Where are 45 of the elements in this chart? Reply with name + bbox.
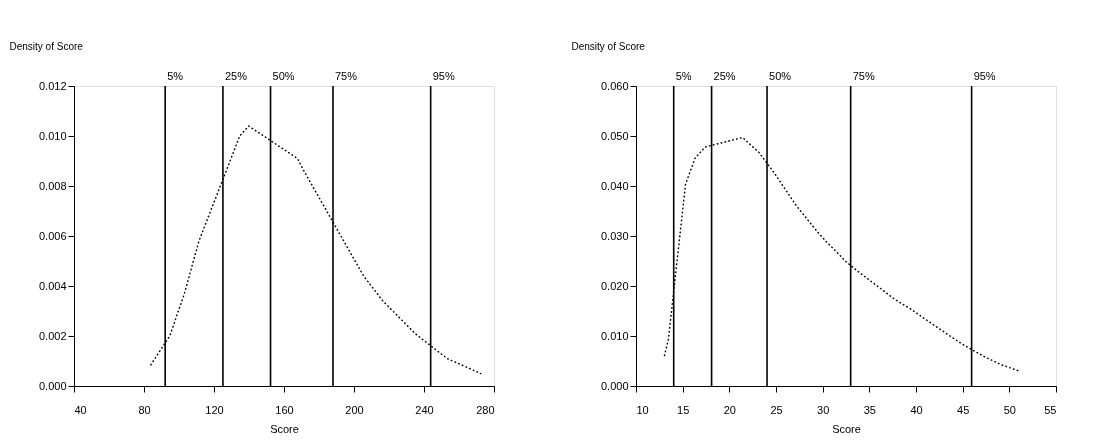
y-tick-label: 0.010 <box>600 329 629 342</box>
annotation: 50% <box>272 70 295 82</box>
annotation: 5% <box>167 70 184 82</box>
y-tick-label: 0.030 <box>600 229 629 242</box>
x-tick-label: 30 <box>817 403 830 416</box>
x-tick-label: 200 <box>345 403 364 416</box>
x-tick-label: 280 <box>476 403 495 416</box>
annotation: 5% <box>675 70 692 82</box>
y-tick-label: 0.008 <box>38 179 67 192</box>
y-axis-title: Density of Score <box>9 40 84 52</box>
y-tick-label: 0.006 <box>38 229 67 242</box>
x-tick-label: 50 <box>1003 403 1016 416</box>
x-axis-title: Score <box>832 422 861 435</box>
annotation: 95% <box>973 70 996 82</box>
x-axis-title: Score <box>270 422 299 435</box>
annotation: 25% <box>224 70 248 82</box>
y-tick-label: 0.000 <box>600 379 629 392</box>
x-tick-label: 10 <box>636 403 649 416</box>
y-tick-label: 0.040 <box>600 179 629 192</box>
annotation: 50% <box>769 70 792 82</box>
y-tick-label: 0.010 <box>38 129 67 142</box>
x-tick-label: 40 <box>910 403 923 416</box>
x-tick-label: 55 <box>1044 403 1057 416</box>
x-tick-label: 35 <box>863 403 876 416</box>
x-tick-label: 80 <box>138 403 151 416</box>
x-tick-label: 160 <box>275 403 294 416</box>
y-tick-label: 0.060 <box>600 79 629 92</box>
annotation: 25% <box>713 70 736 82</box>
y-tick-label: 0.000 <box>38 379 67 392</box>
x-tick-label: 45 <box>957 403 970 416</box>
x-tick-label: 240 <box>415 403 434 416</box>
y-tick-label: 0.012 <box>38 79 67 92</box>
x-tick-label: 40 <box>74 403 87 416</box>
x-tick-label: 25 <box>770 403 783 416</box>
y-tick-label: 0.004 <box>38 279 67 292</box>
y-tick-label: 0.002 <box>38 329 67 342</box>
annotation: 75% <box>852 70 875 82</box>
annotation: 75% <box>335 70 358 82</box>
y-axis-title: Density of Score <box>571 40 646 52</box>
x-tick-label: 120 <box>205 403 224 416</box>
y-tick-label: 0.050 <box>600 129 629 142</box>
x-tick-label: 15 <box>677 403 690 416</box>
annotation: 95% <box>432 70 455 82</box>
x-tick-label: 20 <box>723 403 736 416</box>
y-tick-label: 0.020 <box>600 279 629 292</box>
